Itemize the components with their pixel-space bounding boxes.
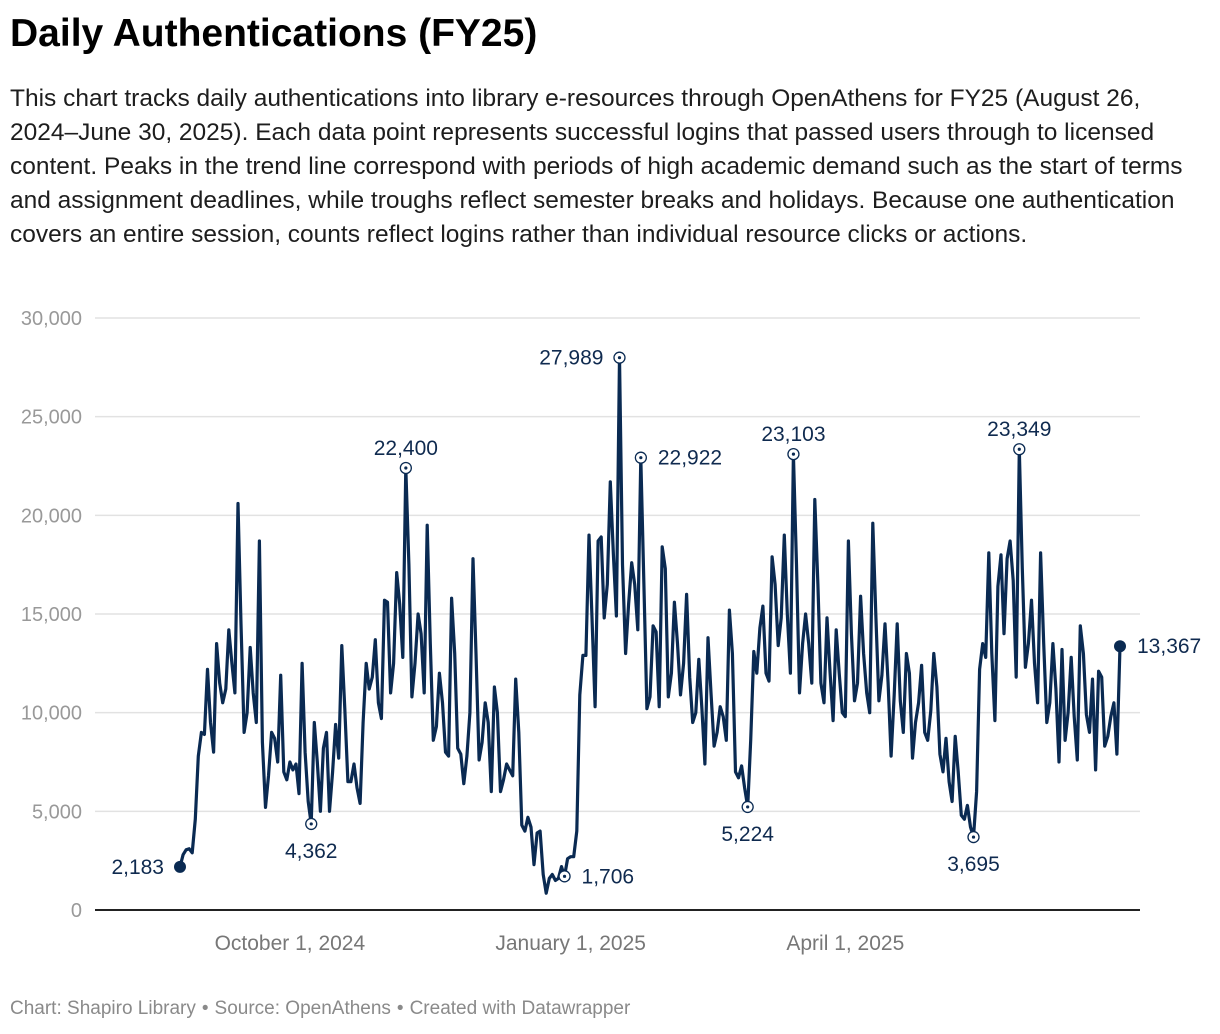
point-value-label: 3,695 — [947, 853, 1000, 876]
y-tick-label: 30,000 — [21, 308, 82, 330]
point-value-label: 23,349 — [987, 418, 1051, 441]
point-marker-dot — [1017, 447, 1021, 451]
point-value-label: 27,989 — [539, 347, 603, 370]
y-axis-ticks: 0 5,000 10,000 15,000 20,000 25,000 30,000 — [21, 308, 82, 922]
footer-source: Source: OpenAthens — [214, 998, 391, 1019]
point-value-label: 1,706 — [582, 865, 635, 888]
x-tick-label: October 1, 2024 — [215, 932, 366, 955]
point-value-label: 23,103 — [761, 423, 825, 446]
point-marker-dot — [746, 805, 750, 809]
line-chart: 0 5,000 10,000 15,000 20,000 25,000 30,000 Oct… — [21, 308, 1201, 955]
point-marker-dot — [562, 874, 567, 878]
chart-footer: Chart: Shapiro Library • Source: OpenAthen… — [10, 998, 630, 1020]
point-marker-dot — [791, 452, 796, 456]
y-tick-label: 15,000 — [21, 604, 82, 626]
x-axis-ticks: October 1, 2024 January 1, 2025 April 1, 2… — [215, 932, 905, 955]
point-value-label: 13,367 — [1137, 635, 1201, 658]
footer-separator: • — [201, 998, 209, 1019]
chart-title: Daily Authentications (FY25) — [10, 12, 538, 55]
point-marker-dot — [309, 822, 313, 826]
point-marker — [174, 860, 186, 873]
point-marker-dot — [971, 835, 976, 839]
point-value-label: 5,224 — [721, 823, 774, 846]
y-tick-label: 10,000 — [21, 703, 82, 725]
point-marker-dot — [404, 466, 408, 470]
point-value-label: 2,183 — [111, 856, 164, 879]
x-tick-label: January 1, 2025 — [495, 932, 646, 955]
point-marker-dot — [639, 456, 643, 460]
y-tick-label: 5,000 — [32, 801, 82, 823]
y-tick-label: 20,000 — [21, 505, 82, 527]
point-value-label: 22,922 — [658, 447, 722, 470]
y-tick-label: 0 — [71, 900, 82, 922]
footer-separator: • — [396, 998, 404, 1019]
point-value-label: 22,400 — [374, 437, 438, 460]
point-value-label: 4,362 — [285, 840, 338, 863]
y-tick-label: 25,000 — [21, 407, 82, 429]
chart-description: This chart tracks daily authentications … — [10, 85, 1183, 248]
annotation-labels: 2,183 4,362 22,400 1,706 27,989 22,922 5,224 23… — [111, 347, 1201, 889]
annotation-markers — [174, 351, 1126, 883]
point-marker-dot — [617, 356, 622, 360]
x-tick-label: April 1, 2025 — [786, 932, 904, 955]
series-line-path — [178, 356, 1122, 895]
footer-chart-credit: Chart: Shapiro Library — [10, 998, 196, 1019]
point-marker — [1114, 640, 1126, 653]
footer-tool-credit: Created with Datawrapper — [409, 998, 631, 1019]
series-line — [178, 356, 1122, 895]
